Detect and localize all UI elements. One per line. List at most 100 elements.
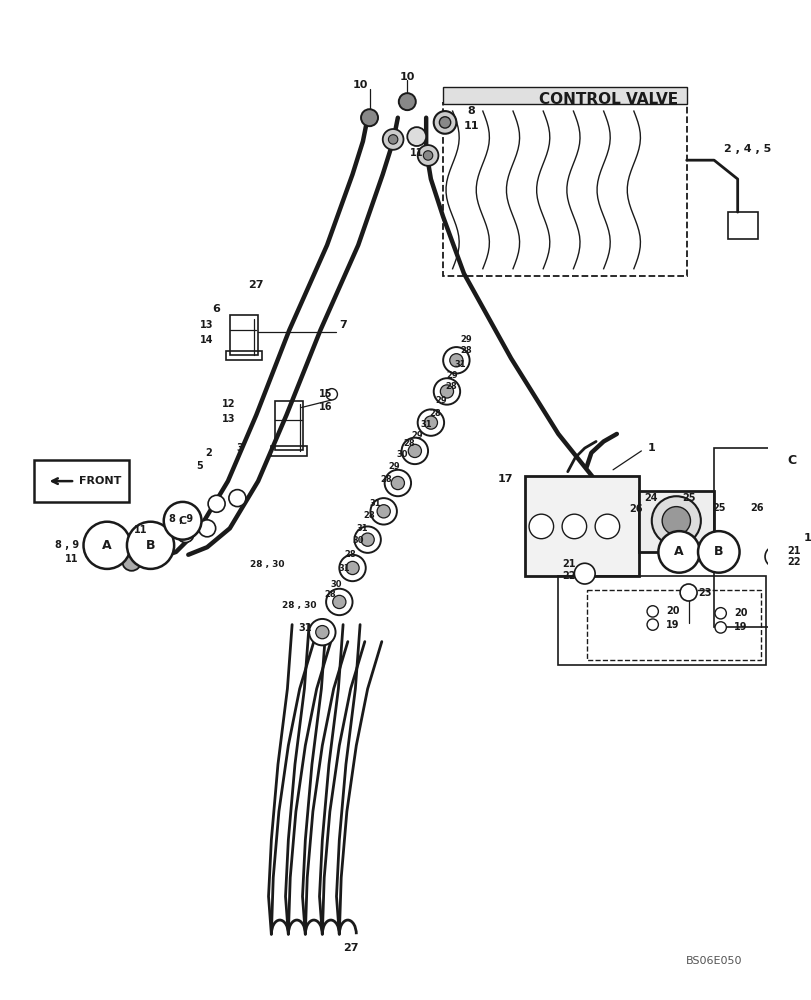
Circle shape: [594, 514, 619, 539]
Text: 28: 28: [460, 346, 471, 355]
Circle shape: [208, 495, 225, 512]
Circle shape: [384, 470, 410, 496]
Bar: [230, 315, 258, 355]
Text: 28: 28: [429, 409, 441, 418]
Bar: [443, 102, 686, 276]
Circle shape: [408, 444, 421, 458]
Circle shape: [326, 589, 352, 615]
Text: 21: 21: [786, 546, 800, 556]
Text: 2: 2: [205, 448, 212, 458]
Circle shape: [661, 507, 689, 535]
Circle shape: [382, 129, 403, 150]
Text: 29: 29: [446, 371, 458, 380]
Text: 11: 11: [134, 525, 148, 535]
Text: 6: 6: [212, 304, 220, 314]
Text: 26: 26: [749, 503, 762, 513]
Circle shape: [388, 135, 397, 144]
Text: 31: 31: [338, 564, 350, 573]
Circle shape: [764, 546, 785, 567]
Circle shape: [361, 109, 378, 126]
Text: 8 , 9: 8 , 9: [54, 540, 79, 550]
Text: 30: 30: [330, 580, 341, 589]
Circle shape: [697, 531, 739, 573]
Circle shape: [339, 555, 365, 581]
Text: 23: 23: [697, 588, 710, 598]
Circle shape: [164, 502, 201, 540]
Text: 3: 3: [236, 443, 242, 453]
Text: CONTROL VALVE: CONTROL VALVE: [539, 92, 678, 107]
Circle shape: [646, 606, 658, 617]
Text: 28: 28: [363, 511, 375, 520]
Circle shape: [417, 409, 444, 436]
Text: 29: 29: [460, 335, 471, 344]
Bar: [586, 590, 761, 660]
Circle shape: [401, 438, 427, 464]
Text: 28: 28: [403, 439, 414, 448]
Circle shape: [398, 93, 415, 110]
Circle shape: [440, 385, 453, 398]
Circle shape: [651, 496, 700, 545]
Circle shape: [315, 626, 328, 639]
Text: 25: 25: [711, 503, 725, 513]
Circle shape: [424, 416, 437, 429]
Text: 7: 7: [339, 320, 346, 330]
Circle shape: [370, 498, 397, 525]
Text: 24: 24: [643, 493, 657, 503]
Text: B: B: [146, 539, 155, 552]
Text: 27: 27: [342, 943, 358, 953]
Text: 27: 27: [248, 280, 264, 290]
Text: 12: 12: [221, 399, 235, 409]
Text: BS06E050: BS06E050: [685, 956, 741, 966]
Bar: [525, 476, 637, 576]
Circle shape: [309, 619, 335, 645]
Text: 20: 20: [733, 608, 746, 618]
Text: 21: 21: [561, 559, 575, 569]
Text: 8 , 9: 8 , 9: [169, 514, 193, 524]
Circle shape: [439, 117, 450, 128]
Text: 29: 29: [388, 462, 399, 471]
Text: 31: 31: [298, 623, 311, 633]
Bar: [713, 448, 793, 627]
Text: FRONT: FRONT: [79, 476, 121, 486]
Text: 31: 31: [420, 420, 431, 429]
Text: 19: 19: [665, 620, 679, 630]
Circle shape: [646, 619, 658, 630]
Text: 29: 29: [435, 396, 447, 405]
Bar: [727, 212, 757, 239]
Bar: [637, 491, 713, 552]
Circle shape: [561, 514, 586, 539]
Text: 22: 22: [786, 557, 800, 567]
Text: B: B: [713, 545, 723, 558]
Text: A: A: [102, 539, 112, 552]
Text: 11: 11: [65, 554, 79, 564]
Circle shape: [345, 561, 358, 575]
Text: 20: 20: [665, 606, 679, 616]
Circle shape: [229, 490, 246, 507]
Circle shape: [122, 552, 141, 571]
Circle shape: [680, 584, 696, 601]
Circle shape: [326, 389, 337, 400]
Text: 13: 13: [221, 414, 235, 424]
Text: 30: 30: [352, 536, 363, 545]
Text: 11: 11: [463, 121, 478, 131]
Circle shape: [177, 525, 194, 542]
Circle shape: [391, 476, 404, 490]
Circle shape: [84, 522, 131, 569]
Circle shape: [361, 533, 374, 546]
Text: 31: 31: [369, 499, 380, 508]
Circle shape: [150, 545, 169, 564]
Bar: [225, 351, 262, 360]
Bar: [443, 87, 686, 104]
Text: 31: 31: [454, 360, 466, 369]
Text: 19: 19: [733, 622, 746, 632]
Circle shape: [714, 608, 726, 619]
Text: 25: 25: [681, 493, 694, 503]
Bar: [34, 460, 129, 502]
Circle shape: [354, 526, 380, 553]
Text: 5: 5: [196, 461, 203, 471]
Text: 29: 29: [410, 431, 422, 440]
Text: 30: 30: [397, 450, 408, 459]
Circle shape: [423, 151, 432, 160]
Circle shape: [433, 378, 460, 405]
Text: 16: 16: [318, 402, 332, 412]
